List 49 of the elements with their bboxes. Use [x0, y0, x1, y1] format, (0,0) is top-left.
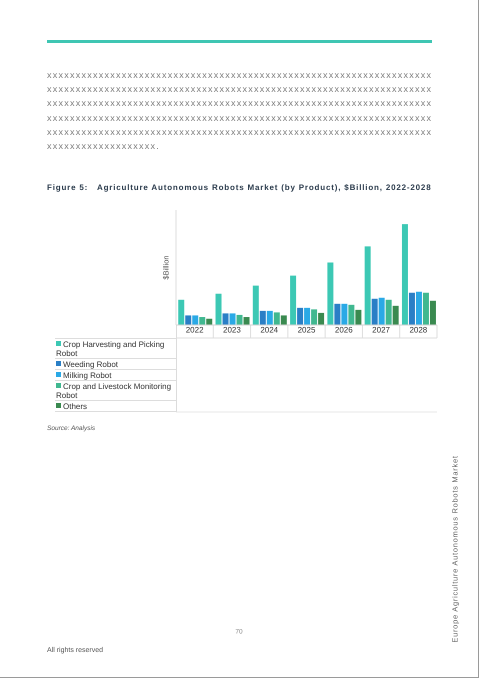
x-tick-label: 2023	[223, 326, 242, 335]
bar	[327, 262, 334, 325]
bar	[290, 276, 296, 325]
bar	[392, 306, 399, 325]
chart-title: Figure 5: Agriculture Autonomous Robots Market (by Product), $Billion, 2022-2028	[47, 183, 432, 192]
bar	[430, 300, 436, 325]
bar	[230, 313, 236, 325]
bar	[364, 246, 371, 325]
bar	[355, 310, 362, 325]
text: xxxxxxxxxxxxxxxxxxxxxxxxxxxxxxxxxxxxxxxxxxxxxxxxxxxxxxxxxxxxxxxxxxxxxxxxxxxxxxxxxxxxxxxxxxxxxxxxxxxxxxxxxxxxxxxxxxxxxxxxxxxxxxxxxxxxxxxxxxxxxxxxxxxxxxxxxxxxxxxxxxxxxxxxxxxxxxxxxxxxxxxxxxxxxxxxxxxxxxxxxxxxxxxxxxxxxxxxxxxxxxxxxxxxxxxxxxxxxxxxxxxxxxxxxxxxxxxxxxxxxxxxxxxxxxxxxxxxxxxxxxxxxxxxxxxxxxxxxxxxxxxxxxxxxxxxxxxxxxxxxxxxxxxxxxxxxxxxxxxxxxxxxxxxxxxxxx.	[47, 69, 433, 154]
bar	[185, 315, 192, 325]
bar	[178, 300, 184, 325]
bar	[244, 317, 250, 325]
bar	[341, 304, 348, 325]
x-tick-label: 2025	[298, 326, 316, 335]
legend-label: Crop Harvesting and Picking Robot	[55, 339, 176, 359]
bar	[386, 300, 392, 325]
bar	[199, 317, 206, 325]
bar	[378, 298, 385, 325]
bar	[348, 304, 354, 325]
bar	[192, 315, 198, 325]
bar	[216, 294, 222, 325]
bar	[422, 292, 429, 325]
bar	[297, 308, 304, 325]
bar	[222, 313, 229, 325]
bar	[318, 312, 324, 325]
bar	[252, 286, 259, 325]
x-tick-label: 2026	[334, 326, 354, 335]
bar	[304, 308, 310, 325]
x-tick-label: 2022	[186, 326, 204, 335]
bar	[408, 292, 415, 325]
bar	[236, 314, 243, 325]
x-tick-label: 2024	[260, 326, 279, 335]
bar	[266, 310, 273, 325]
bar	[334, 304, 340, 325]
legend-label: Milking Robot	[55, 370, 176, 381]
x-tick-label: 2028	[409, 326, 428, 335]
bar	[402, 224, 408, 325]
bar	[274, 312, 280, 325]
x-tick-label: 2027	[372, 326, 391, 335]
legend-label: Crop and Livestock Monitoring Robot	[55, 381, 176, 401]
bar	[206, 318, 212, 325]
bar	[416, 292, 422, 325]
bar	[260, 310, 266, 325]
bar	[311, 309, 318, 325]
bar	[280, 315, 287, 325]
bar	[372, 298, 378, 325]
legend-label: Others	[55, 401, 176, 412]
legend-label: Weeding Robot	[55, 359, 176, 370]
